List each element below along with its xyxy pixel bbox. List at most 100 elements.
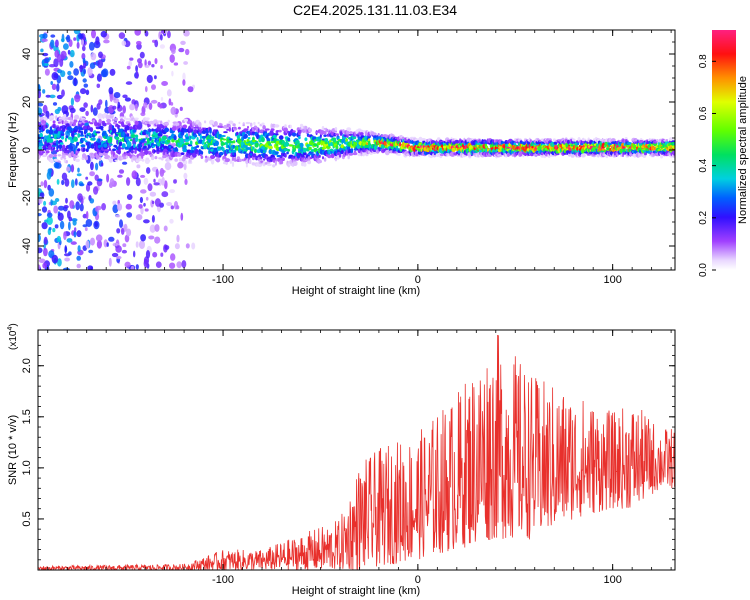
snr-y-label: SNR (10 * v/v) bbox=[7, 415, 19, 485]
spectrogram-cell bbox=[76, 263, 81, 269]
spectrogram-cell bbox=[96, 83, 101, 89]
spectrogram-cell bbox=[327, 154, 332, 159]
spectrogram-cell bbox=[308, 146, 312, 150]
spectrogram-cell bbox=[214, 140, 219, 147]
spectrogram-cell bbox=[149, 129, 152, 133]
spectrogram-cell bbox=[85, 183, 91, 192]
spectrogram-cell bbox=[336, 140, 340, 145]
spectrogram-cell bbox=[208, 157, 211, 161]
spectrogram-cell bbox=[142, 131, 147, 136]
spectrogram-cell bbox=[250, 153, 253, 156]
spectrogram-cell bbox=[89, 62, 96, 69]
spectrogram-cell bbox=[307, 156, 311, 161]
spectrogram-cell bbox=[221, 135, 226, 137]
spectrogram-cell bbox=[127, 123, 131, 126]
spectrogram-cell bbox=[41, 151, 46, 154]
spectrogram-cell bbox=[113, 92, 121, 99]
spectrogram-cell bbox=[56, 94, 63, 100]
spectrogram-cell bbox=[119, 116, 124, 119]
spectrogram-cell bbox=[70, 164, 75, 173]
spectrogram-cell bbox=[117, 149, 121, 155]
spectrogram-cell bbox=[42, 262, 48, 269]
spectrogram-cell bbox=[143, 202, 146, 207]
spectrogram-cell bbox=[343, 146, 346, 150]
spectrogram-cell bbox=[183, 128, 189, 133]
spectrogram-cell bbox=[135, 241, 139, 248]
spectrogram-cell bbox=[157, 101, 161, 108]
spectrogram-cell bbox=[114, 159, 118, 162]
spectrogram-cell bbox=[201, 130, 207, 134]
spectrogram-cell bbox=[106, 242, 109, 247]
spectrogram-cell bbox=[581, 137, 585, 142]
spectrogram-cell bbox=[45, 124, 48, 129]
spectrogram-cell bbox=[77, 245, 81, 252]
spectrogram-cell bbox=[263, 158, 266, 161]
spectrogram-cell bbox=[59, 142, 64, 145]
spectrogram-cell bbox=[247, 125, 249, 129]
spectrogram-cell bbox=[69, 120, 73, 127]
spectrogram-cell bbox=[82, 78, 87, 83]
spectrogram-cell bbox=[217, 133, 223, 138]
spectrogram-cell bbox=[98, 51, 103, 59]
spectrogram-cell bbox=[75, 158, 80, 163]
spectrogram-cell bbox=[377, 133, 380, 137]
spectrogram-cell bbox=[144, 30, 149, 37]
spectrogram-cell bbox=[44, 68, 50, 76]
spectrogram-cell bbox=[108, 147, 111, 150]
spectrogram-cell bbox=[580, 153, 586, 158]
spectrogram-cell bbox=[269, 131, 274, 136]
spectrogram-cell bbox=[261, 137, 265, 143]
spectrogram-cell bbox=[163, 225, 168, 232]
spectrogram-cell bbox=[143, 259, 149, 268]
spectrogram-cell bbox=[418, 136, 423, 142]
spectrogram-cell bbox=[213, 121, 218, 127]
spectrogram-cell bbox=[69, 200, 75, 209]
spectrogram-cell bbox=[76, 141, 80, 146]
spectrogram-cell bbox=[622, 152, 626, 155]
spectrogram-cell bbox=[41, 38, 48, 42]
spectrogram-cell bbox=[182, 147, 188, 153]
spectrogram-cell bbox=[140, 112, 146, 117]
spectrogram-cell bbox=[253, 121, 256, 126]
spectrogram-cell bbox=[105, 114, 110, 120]
spectrogram-y-ticks: -40 -20 0 20 40 bbox=[21, 29, 675, 271]
spectrogram-cell bbox=[176, 152, 182, 157]
spectrogram-cell bbox=[112, 204, 119, 214]
spectrogram-cell bbox=[151, 128, 154, 131]
spectrogram-cell bbox=[56, 235, 62, 243]
spectrogram-cell bbox=[341, 149, 344, 154]
spectrogram-cell bbox=[229, 138, 233, 141]
spectrogram-cell bbox=[143, 145, 147, 148]
spectrogram-cell bbox=[50, 34, 56, 38]
spectrogram-cell bbox=[80, 33, 84, 39]
spectrogram-cell bbox=[275, 143, 279, 147]
spectrogram-cell bbox=[122, 94, 128, 99]
spectrogram-cell bbox=[228, 120, 234, 125]
spectrogram-cell bbox=[65, 197, 68, 204]
spectrogram-cell bbox=[369, 152, 373, 155]
spectrogram-cell bbox=[303, 162, 307, 167]
spectrogram-cell bbox=[210, 155, 216, 159]
spectrogram-cell bbox=[553, 141, 558, 145]
spectrogram-cell bbox=[144, 59, 147, 67]
spectrogram-cell bbox=[63, 157, 67, 160]
spectrogram-cell bbox=[153, 178, 156, 183]
spectrogram-cell bbox=[145, 250, 151, 259]
spectrogram-cell bbox=[193, 154, 196, 157]
spectrogram-cell bbox=[218, 151, 224, 156]
spectrogram-cell bbox=[171, 48, 176, 55]
spectrogram-cell bbox=[53, 162, 60, 169]
spectrogram-cell bbox=[179, 137, 184, 143]
spectrogram-cell bbox=[184, 160, 188, 165]
spectrogram-cell bbox=[96, 239, 102, 249]
spectrogram-cell bbox=[38, 116, 41, 119]
spectrogram-cell bbox=[346, 130, 350, 135]
spectrogram-cell bbox=[38, 90, 42, 99]
spectrogram-cell bbox=[163, 145, 168, 150]
spectrogram-cell bbox=[123, 223, 128, 232]
spectrogram-cell bbox=[439, 153, 444, 157]
spectrogram-cell bbox=[166, 150, 169, 155]
spectrogram-cell bbox=[146, 159, 151, 162]
snr-series-line bbox=[38, 334, 675, 570]
spectrogram-cell bbox=[170, 253, 176, 261]
